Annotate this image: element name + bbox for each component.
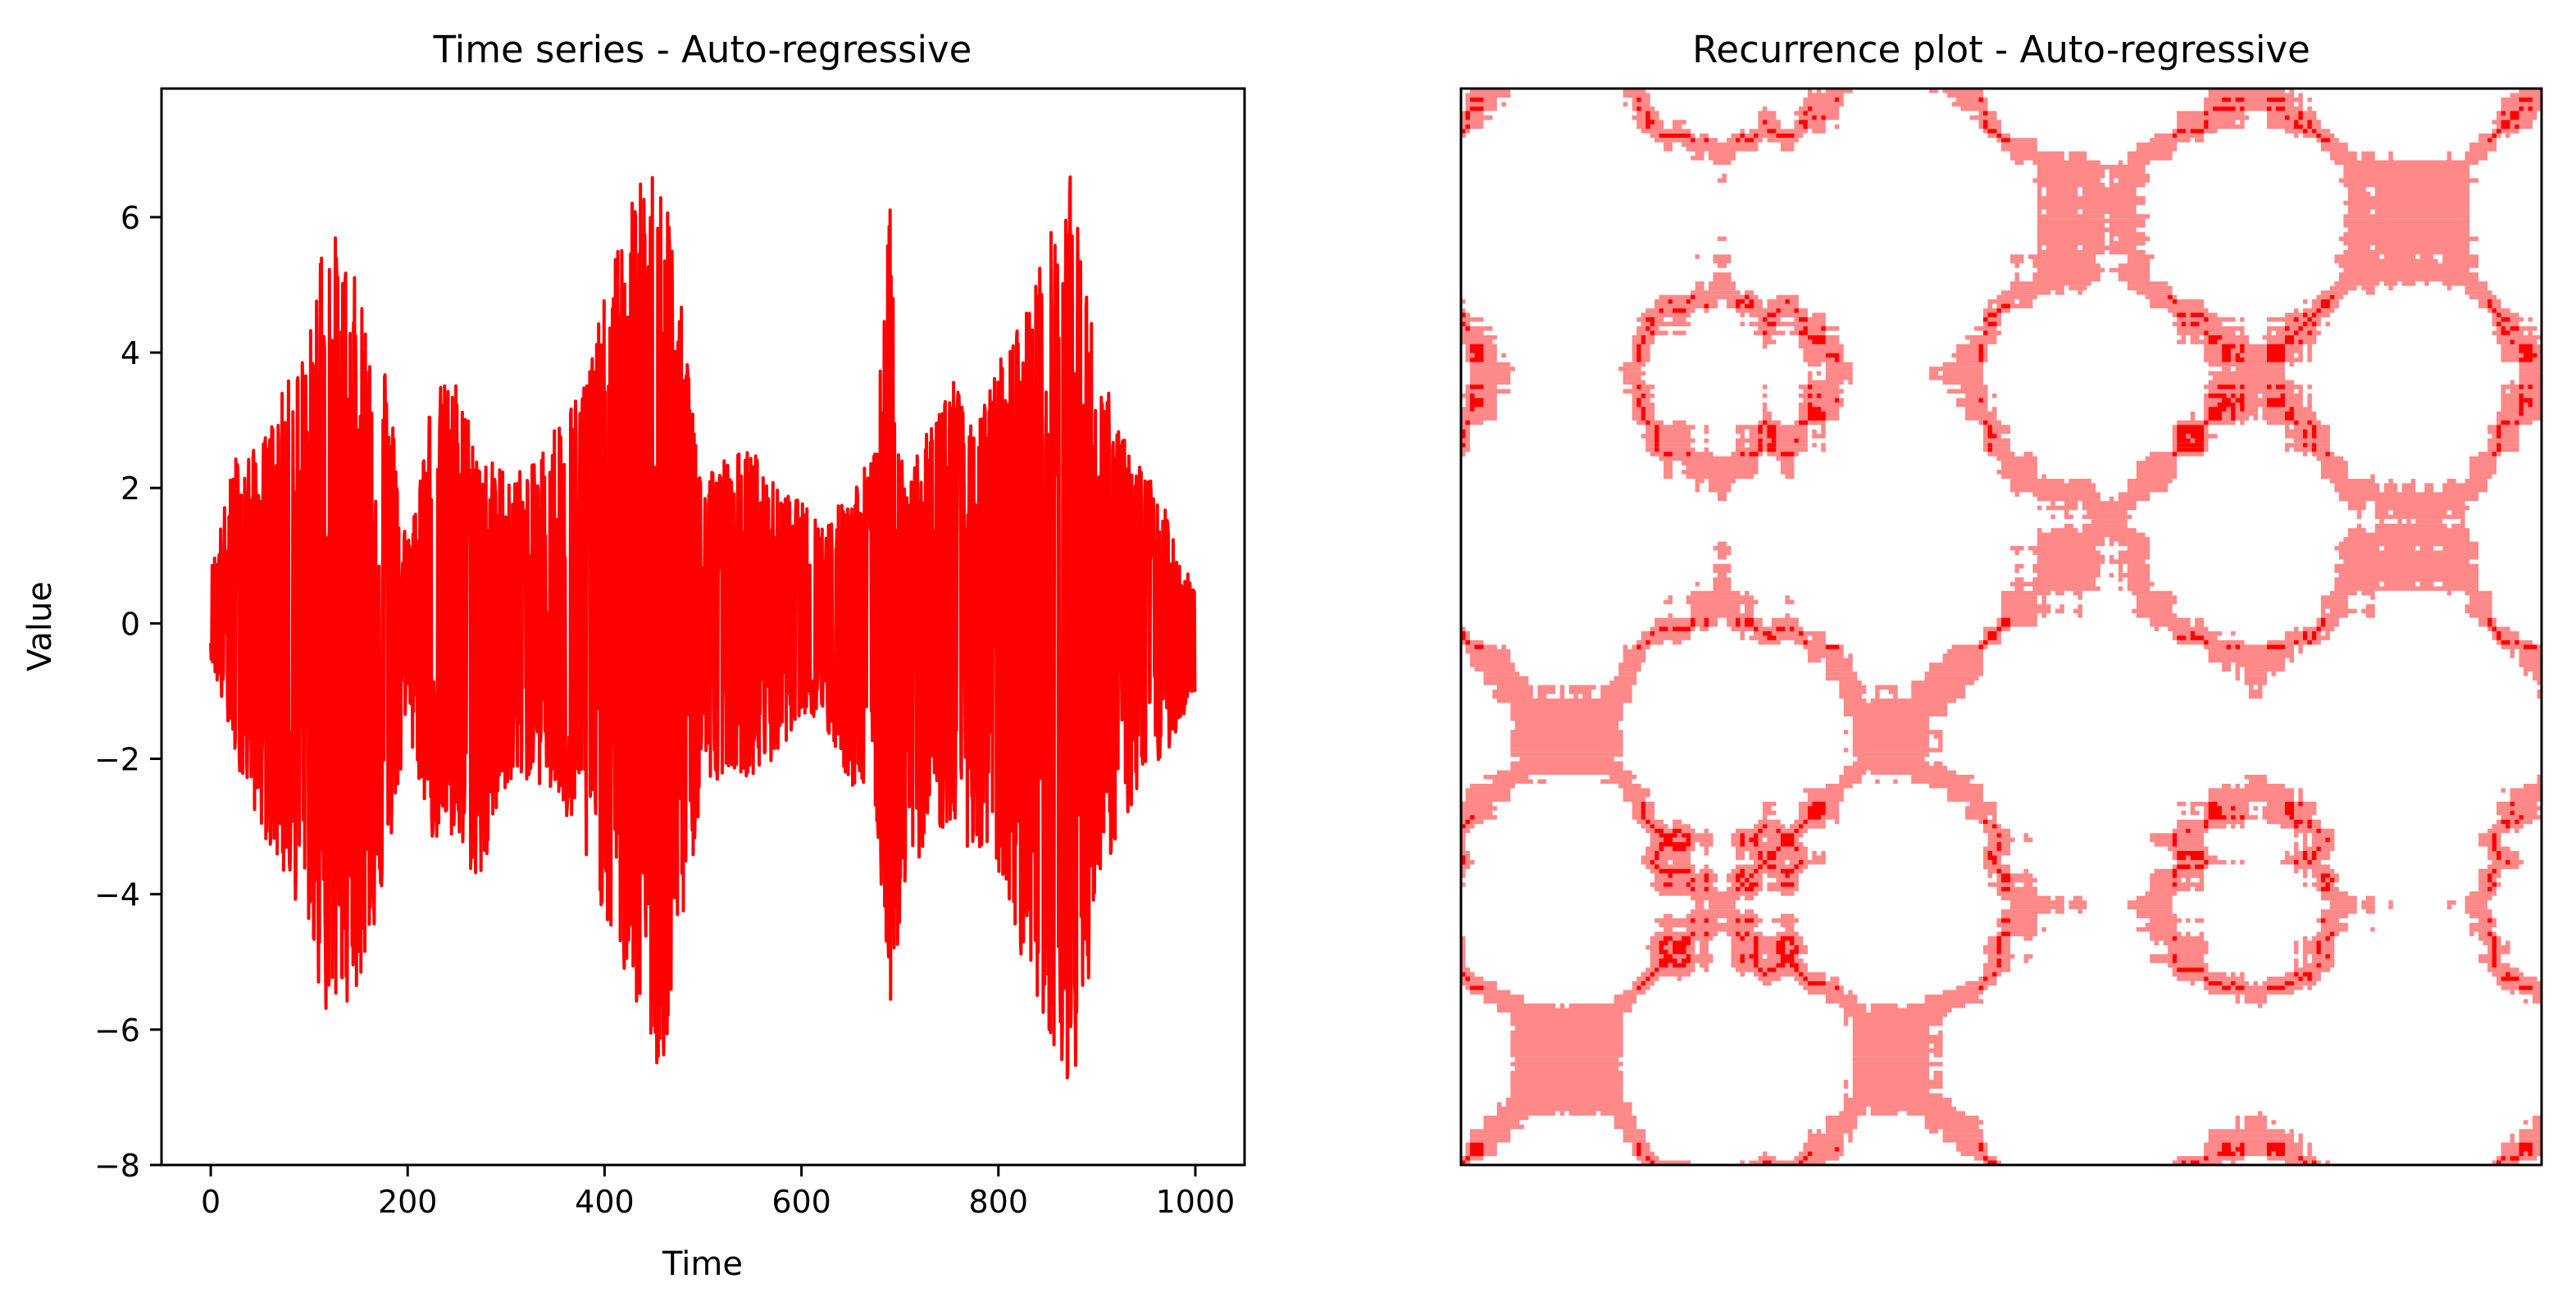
x-tick-label: 800	[969, 1184, 1029, 1220]
y-tick-label: 0	[121, 606, 140, 642]
y-tick-label: −6	[94, 1012, 140, 1049]
time-series-line	[209, 175, 1197, 1080]
recurrence-plot-title: Recurrence plot - Auto-regressive	[1692, 28, 2310, 71]
y-tick-label: 4	[121, 335, 140, 371]
y-tick-label: 6	[121, 200, 140, 236]
recurrence-dense-cells	[1461, 97, 2537, 1165]
x-tick-label: 400	[575, 1184, 635, 1220]
x-tick-label: 200	[378, 1184, 438, 1220]
recurrence-plot-area	[1461, 89, 2542, 1165]
x-tick-label: 600	[771, 1184, 831, 1220]
x-tick-label: 0	[201, 1184, 221, 1220]
time-series-x-axis-label: Time	[662, 1245, 743, 1283]
time-series-title: Time series - Auto-regressive	[433, 28, 972, 71]
time-series-plot-area	[209, 175, 1197, 1080]
time-series-axes-frame	[160, 87, 1246, 1167]
recurrence-plot-frame	[1459, 87, 2543, 1167]
recurrence-plot-panel: Recurrence plot - Auto-regressive	[1459, 28, 2543, 1167]
y-tick-label: −4	[94, 877, 140, 913]
y-tick-label: 2	[121, 471, 140, 507]
time-series-y-ticks: −8 −6 −4 −2 0 2 4 6	[94, 200, 162, 1184]
y-tick-label: −2	[94, 742, 140, 778]
y-tick-label: −8	[94, 1148, 140, 1184]
time-series-x-ticks: 0 200 400 600 800 1000	[201, 1165, 1235, 1220]
time-series-y-axis-label: Value	[21, 581, 59, 671]
time-series-panel: Time series - Auto-regressive 0 200 400 600…	[21, 28, 1246, 1283]
x-tick-label: 1000	[1156, 1184, 1236, 1220]
